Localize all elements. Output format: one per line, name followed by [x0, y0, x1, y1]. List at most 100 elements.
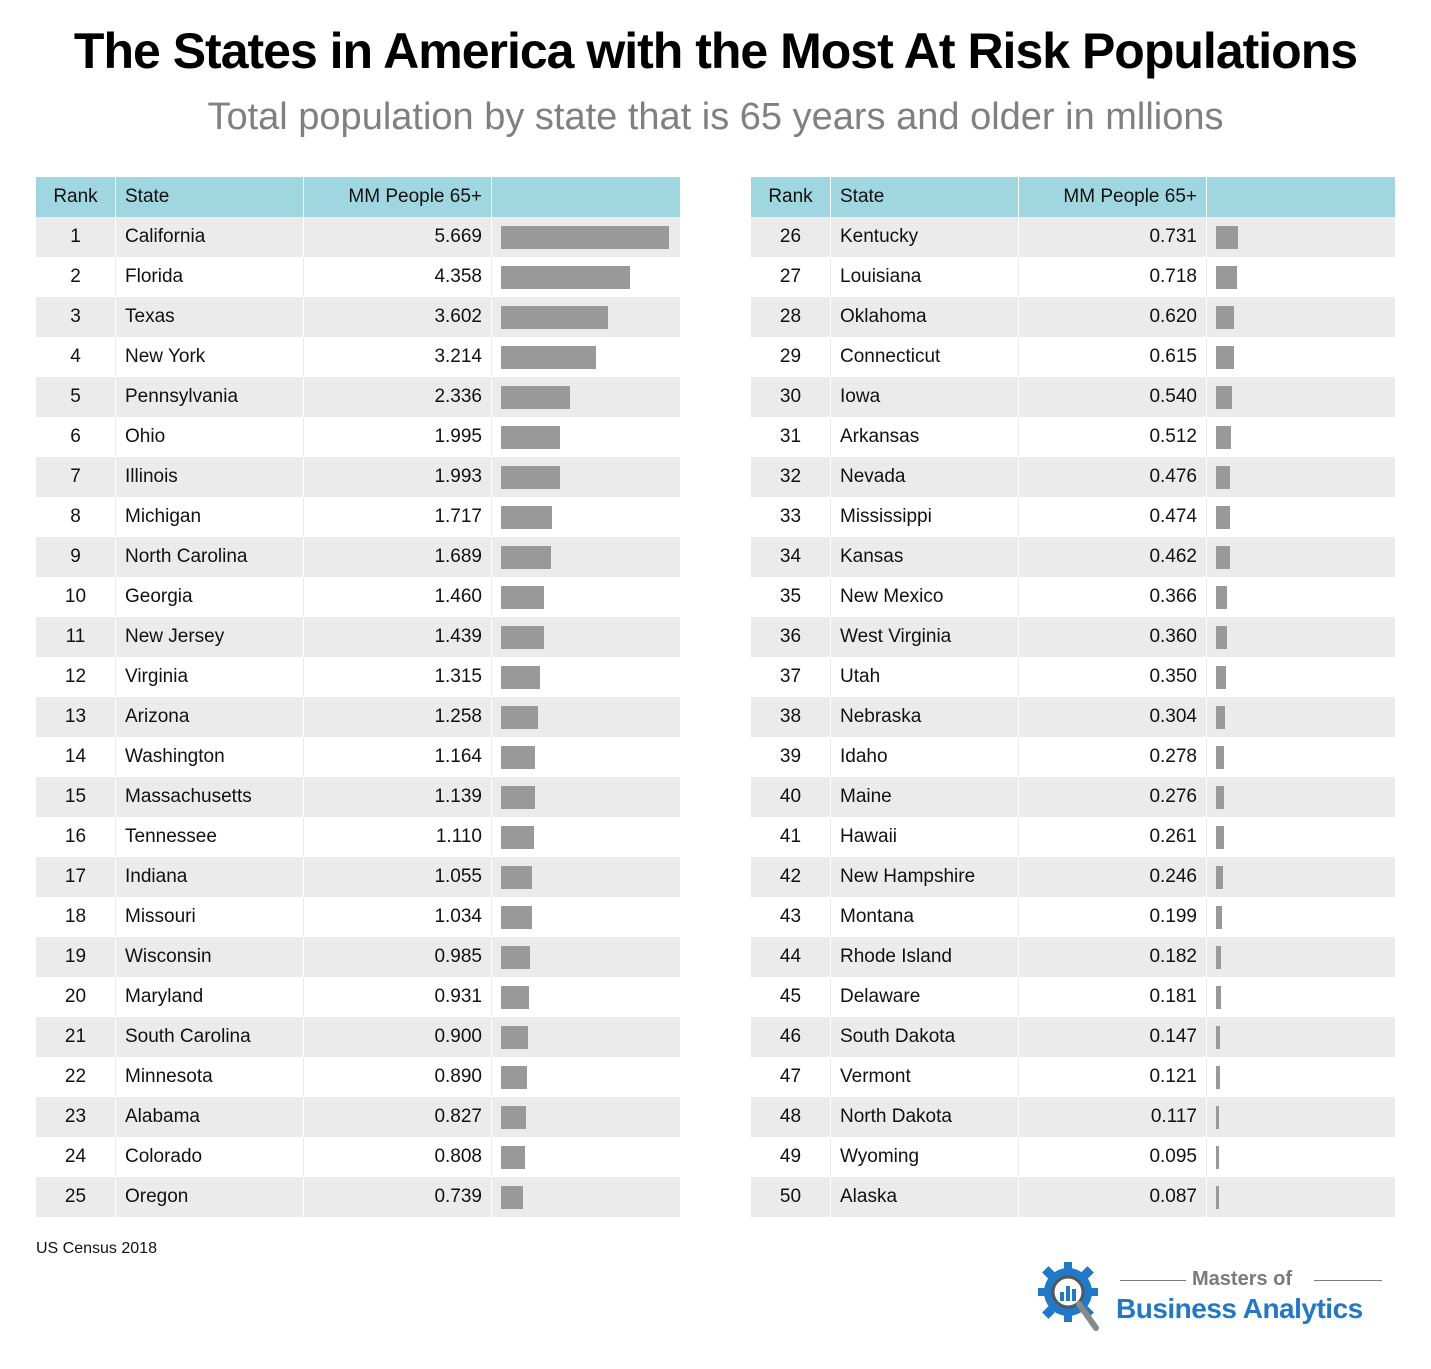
- rank-cell: 33: [751, 497, 831, 537]
- state-cell: Michigan: [116, 497, 304, 537]
- rank-cell: 42: [751, 857, 831, 897]
- value-bar: [1216, 986, 1221, 1009]
- value-bar: [501, 586, 544, 609]
- bar-cell: [1207, 817, 1395, 857]
- value-bar: [1216, 346, 1234, 369]
- value-bar: [1216, 1186, 1219, 1209]
- brand-logo: Masters of Business Analytics: [1032, 1258, 1392, 1338]
- rank-cell: 15: [36, 777, 116, 817]
- bar-cell: [492, 617, 680, 657]
- value-cell: 0.182: [1019, 937, 1207, 977]
- value-bar: [501, 826, 534, 849]
- state-cell: New Mexico: [831, 577, 1019, 617]
- state-cell: North Carolina: [116, 537, 304, 577]
- source-note: US Census 2018: [36, 1240, 157, 1257]
- rank-cell: 28: [751, 297, 831, 337]
- table-row: 37 Utah 0.350: [751, 657, 1395, 697]
- value-bar: [1216, 546, 1230, 569]
- value-cell: 0.900: [304, 1017, 492, 1057]
- value-cell: 0.827: [304, 1097, 492, 1137]
- table-row: 27 Louisiana 0.718: [751, 257, 1395, 297]
- state-cell: North Dakota: [831, 1097, 1019, 1137]
- bar-cell: [492, 1017, 680, 1057]
- value-bar: [1216, 466, 1230, 489]
- table-row: 45 Delaware 0.181: [751, 977, 1395, 1017]
- state-cell: Nevada: [831, 457, 1019, 497]
- bar-cell: [1207, 217, 1395, 257]
- value-bar: [1216, 746, 1224, 769]
- value-cell: 0.261: [1019, 817, 1207, 857]
- state-cell: Massachusetts: [116, 777, 304, 817]
- bar-cell: [492, 1177, 680, 1217]
- rank-cell: 10: [36, 577, 116, 617]
- rank-cell: 29: [751, 337, 831, 377]
- rank-cell: 23: [36, 1097, 116, 1137]
- state-cell: Louisiana: [831, 257, 1019, 297]
- value-bar: [1216, 506, 1230, 529]
- logo-rule-right: [1314, 1280, 1382, 1281]
- value-bar: [501, 626, 544, 649]
- value-bar: [501, 786, 535, 809]
- rank-cell: 46: [751, 1017, 831, 1057]
- bar-cell: [1207, 617, 1395, 657]
- bar-cell: [492, 937, 680, 977]
- value-cell: 0.121: [1019, 1057, 1207, 1097]
- table-row: 28 Oklahoma 0.620: [751, 297, 1395, 337]
- bar-cell: [492, 817, 680, 857]
- rank-cell: 22: [36, 1057, 116, 1097]
- bar-cell: [1207, 1057, 1395, 1097]
- value-bar: [1216, 906, 1222, 929]
- state-cell: Virginia: [116, 657, 304, 697]
- state-cell: Ohio: [116, 417, 304, 457]
- value-bar: [1216, 786, 1224, 809]
- table-row: 1 California 5.669: [36, 217, 680, 257]
- table-row: 41 Hawaii 0.261: [751, 817, 1395, 857]
- value-bar: [501, 666, 540, 689]
- bar-cell: [1207, 857, 1395, 897]
- value-cell: 1.139: [304, 777, 492, 817]
- state-cell: Arizona: [116, 697, 304, 737]
- table-row: 38 Nebraska 0.304: [751, 697, 1395, 737]
- rank-cell: 14: [36, 737, 116, 777]
- logo-rule-left: [1120, 1280, 1186, 1281]
- value-cell: 0.278: [1019, 737, 1207, 777]
- rank-cell: 25: [36, 1177, 116, 1217]
- value-cell: 1.717: [304, 497, 492, 537]
- value-cell: 0.087: [1019, 1177, 1207, 1217]
- table-row: 43 Montana 0.199: [751, 897, 1395, 937]
- table-row: 2 Florida 4.358: [36, 257, 680, 297]
- value-bar: [501, 226, 669, 249]
- bar-cell: [1207, 1017, 1395, 1057]
- rank-cell: 2: [36, 257, 116, 297]
- rank-cell: 3: [36, 297, 116, 337]
- value-cell: 0.366: [1019, 577, 1207, 617]
- value-bar: [501, 946, 530, 969]
- value-bar: [501, 706, 538, 729]
- state-cell: Tennessee: [116, 817, 304, 857]
- value-bar: [501, 426, 560, 449]
- value-cell: 0.540: [1019, 377, 1207, 417]
- state-cell: California: [116, 217, 304, 257]
- state-cell: Indiana: [116, 857, 304, 897]
- bar-cell: [1207, 977, 1395, 1017]
- table-row: 24 Colorado 0.808: [36, 1137, 680, 1177]
- bar-cell: [492, 417, 680, 457]
- table-row: 32 Nevada 0.476: [751, 457, 1395, 497]
- state-cell: Kentucky: [831, 217, 1019, 257]
- bar-cell: [492, 497, 680, 537]
- value-bar: [501, 1146, 525, 1169]
- value-cell: 1.439: [304, 617, 492, 657]
- rank-cell: 20: [36, 977, 116, 1017]
- page-subtitle: Total population by state that is 65 yea…: [207, 96, 1224, 138]
- state-cell: Nebraska: [831, 697, 1019, 737]
- table-row: 35 New Mexico 0.366: [751, 577, 1395, 617]
- rank-cell: 27: [751, 257, 831, 297]
- value-cell: 1.460: [304, 577, 492, 617]
- bar-cell: [492, 377, 680, 417]
- table-row: 50 Alaska 0.087: [751, 1177, 1395, 1217]
- rank-cell: 41: [751, 817, 831, 857]
- value-cell: 0.718: [1019, 257, 1207, 297]
- state-cell: Illinois: [116, 457, 304, 497]
- bar-cell: [1207, 697, 1395, 737]
- bar-cell: [492, 1057, 680, 1097]
